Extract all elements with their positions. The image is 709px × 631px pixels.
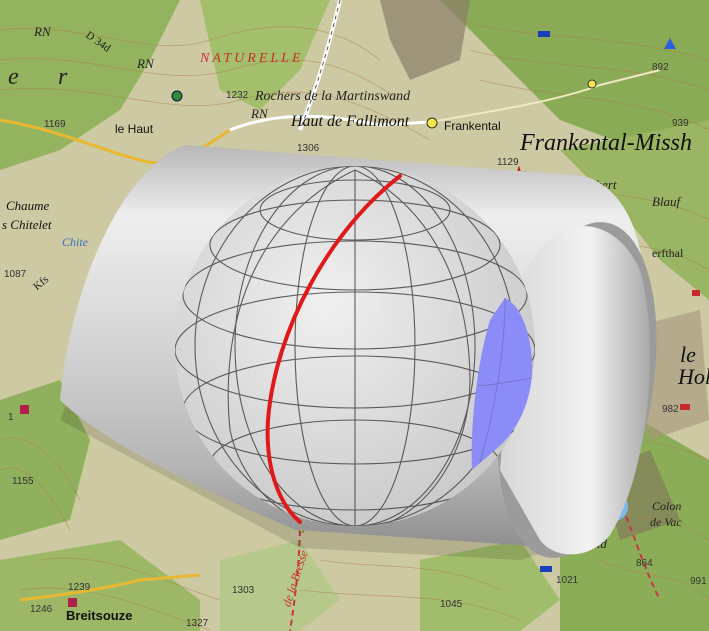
map-label: le Haut — [115, 122, 154, 136]
map-point — [426, 117, 438, 129]
map-label: RN — [33, 24, 52, 39]
map-label: RN — [250, 106, 269, 121]
map-label: de Vac — [650, 515, 682, 529]
elevation-label: 1045 — [440, 599, 463, 610]
map-label: Frankental — [444, 119, 501, 133]
elevation-label: 991 — [690, 576, 707, 587]
elevation-label: 864 — [636, 558, 653, 569]
map-label: Breitsouze — [66, 608, 132, 623]
elevation-label: 1021 — [556, 575, 579, 586]
map-label: Haut de Fallimont — [290, 113, 410, 130]
elevation-label: 1239 — [68, 582, 91, 593]
elevation-label: 1 — [8, 412, 14, 423]
map-marker — [680, 404, 690, 410]
road — [289, 519, 301, 631]
map-label: erfthal — [652, 246, 684, 260]
map-label: e — [8, 64, 19, 90]
meridian-line — [234, 166, 476, 526]
projected-grid — [479, 297, 506, 463]
globe — [175, 166, 535, 526]
projected-region — [471, 298, 533, 470]
map-point — [171, 90, 183, 102]
elevation-label: 1169 — [44, 119, 66, 130]
elevation-label: 1303 — [232, 585, 255, 596]
road — [229, 114, 431, 132]
map-marker — [540, 566, 552, 572]
map-label: RN — [136, 56, 155, 71]
meridian-line — [227, 169, 356, 526]
map-label: Chaume — [6, 198, 50, 213]
map-label: Hol — [677, 364, 709, 389]
forest-area — [220, 540, 340, 631]
map-marker — [664, 38, 676, 49]
map-label: Colon — [652, 499, 681, 513]
forest-area — [0, 540, 200, 631]
elevation-label: 1087 — [4, 269, 27, 280]
contour-lines — [0, 19, 709, 631]
map-label: r — [58, 64, 68, 90]
elevation-label: 1232 — [226, 90, 249, 101]
rock-area — [380, 0, 470, 80]
map-marker — [68, 598, 77, 607]
map-label: Chite — [62, 235, 89, 249]
forest-area — [440, 0, 709, 150]
map-marker — [538, 31, 550, 37]
road — [19, 573, 201, 602]
meridian-line — [294, 166, 416, 526]
map-label: Frankental-Missh — [519, 130, 692, 156]
tangent-meridian — [265, 174, 402, 524]
map-label: Rochers de la Martinswand — [254, 89, 411, 104]
map-marker — [20, 405, 29, 414]
map-label: NATURELLE — [199, 51, 304, 66]
forest-area — [560, 120, 709, 300]
elevation-label: 939 — [672, 118, 689, 129]
elevation-label: 1155 — [12, 476, 34, 487]
projection-cylinder — [60, 145, 657, 560]
elevation-label: 982 — [662, 404, 679, 415]
elevation-label: 892 — [652, 62, 669, 73]
elevation-label: 1306 — [297, 143, 320, 154]
road — [298, 0, 342, 131]
map-label: s Chitelet — [2, 217, 52, 232]
map-label: Blauf — [652, 194, 683, 209]
cylinder-inner-surface — [500, 226, 650, 555]
elevation-label: 1129 — [497, 157, 519, 168]
forest-area — [0, 380, 90, 540]
map-marker — [692, 290, 700, 296]
map-label: le — [680, 342, 696, 367]
meridian-line — [354, 169, 471, 526]
elevation-label: 1246 — [30, 604, 53, 615]
projected-grid — [477, 377, 533, 387]
elevation-label: 1327 — [186, 618, 209, 629]
map-point — [587, 79, 597, 89]
